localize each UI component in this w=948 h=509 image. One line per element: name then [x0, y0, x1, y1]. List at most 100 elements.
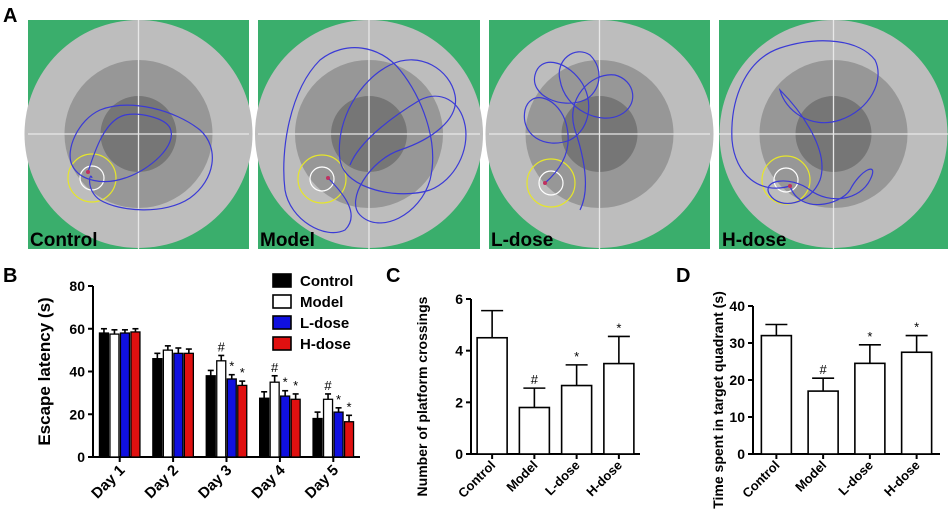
significance-mark: #: [218, 339, 226, 354]
y-tick-label: 2: [455, 394, 463, 410]
significance-mark: *: [336, 392, 341, 407]
bar-control: [152, 358, 163, 458]
y-tick-label: 80: [69, 278, 85, 294]
significance-mark: *: [867, 329, 872, 344]
significance-mark: *: [616, 320, 621, 335]
y-tick-label: 30: [729, 335, 745, 351]
bar-control: [476, 336, 508, 455]
significance-mark: *: [240, 365, 245, 380]
swim-path: [731, 40, 879, 206]
x-tick-label: Day 4: [248, 461, 289, 502]
maze-label-control: Control: [30, 230, 98, 251]
legend-swatch-l-dose: [272, 315, 292, 330]
x-tick-label: L-dose: [542, 458, 583, 499]
platform-crossings-chart: 0 2 4 6 Control # Model * L-dose * H-dose Number of…: [414, 291, 640, 501]
bar-h-dose: [183, 352, 195, 458]
legend-label-model: Model: [300, 294, 343, 311]
bar-control: [760, 334, 793, 455]
swim-path: [69, 104, 213, 211]
y-tick-label: 0: [737, 446, 745, 462]
x-tick-label: Day 1: [88, 462, 128, 502]
y-tick-label: 10: [729, 409, 745, 425]
x-tick-label: Model: [792, 458, 829, 495]
y-tick-label: 0: [77, 449, 85, 465]
bar-l-dose: [279, 395, 291, 458]
bar-l-dose: [226, 378, 237, 458]
x-tick-label: Day 2: [142, 462, 182, 502]
bar-model: [109, 333, 120, 458]
legend-label-h-dose: H-dose: [300, 336, 351, 353]
x-tick-label: Control: [455, 458, 498, 501]
x-tick-label: Model: [503, 458, 540, 495]
bar-control: [312, 417, 323, 458]
x-tick-label: L-dose: [835, 458, 876, 499]
y-tick-label: 6: [455, 291, 463, 307]
bar-l-dose: [854, 362, 886, 455]
bar-control: [205, 375, 216, 458]
panel-label-b: B: [3, 265, 17, 287]
target-zone-ring: [526, 158, 576, 208]
bar-l-dose: [560, 384, 593, 455]
y-axis-title: Escape latency (s): [35, 297, 54, 445]
start-point: [788, 184, 792, 188]
start-point: [326, 176, 330, 180]
swim-path: [283, 47, 467, 234]
maze-label-h-dose: H-dose: [722, 230, 786, 251]
maze-label-model: Model: [260, 230, 315, 251]
platform-ring: [309, 166, 335, 192]
x-tick-label: Day 3: [195, 462, 235, 502]
bar-model: [518, 406, 551, 455]
maze-image-l-dose: L-dose: [485, 20, 714, 251]
significance-mark: #: [271, 360, 279, 375]
platform-ring: [538, 170, 564, 196]
bar-control: [258, 397, 270, 458]
legend-label-control: Control: [300, 273, 353, 290]
bar-model: [269, 381, 280, 458]
maze-label-l-dose: L-dose: [491, 230, 553, 251]
bar-h-dose: [343, 421, 355, 458]
target-quadrant-time-chart: 0 10 20 30 40 Control # Model * L-dose * H-dose Time…: [710, 291, 940, 509]
panel-label-d: D: [676, 265, 690, 287]
significance-mark: #: [531, 372, 539, 387]
maze-image-control: Control: [24, 20, 253, 251]
platform-ring: [773, 167, 799, 193]
panel-label-a: A: [3, 5, 17, 27]
significance-mark: *: [347, 399, 352, 414]
y-tick-label: 60: [69, 321, 85, 337]
bar-h-dose: [237, 384, 248, 458]
bar-model: [162, 349, 174, 458]
x-tick-label: Day 5: [302, 462, 342, 502]
y-axis-title: Time spent in target quadrant (s): [710, 291, 726, 509]
legend-swatch-model: [272, 294, 292, 309]
bar-l-dose: [173, 352, 184, 458]
y-axis-title: Number of platform crossings: [414, 296, 430, 496]
y-tick-label: 40: [729, 298, 745, 314]
significance-mark: #: [324, 378, 332, 393]
bar-l-dose: [119, 332, 131, 458]
bar-h-dose: [603, 362, 635, 455]
bar-control: [98, 332, 110, 458]
start-point: [543, 181, 547, 185]
panel-label-c: C: [386, 265, 400, 287]
start-point: [86, 170, 90, 174]
bar-model: [322, 398, 334, 458]
x-tick-label: H-dose: [583, 458, 625, 500]
maze-image-model: Model: [255, 20, 483, 251]
maze-image-h-dose: H-dose: [719, 20, 948, 251]
swim-path: [523, 51, 634, 211]
x-tick-label: Control: [739, 458, 782, 501]
legend-swatch-control: [272, 273, 292, 288]
significance-mark: *: [914, 320, 919, 335]
significance-mark: *: [293, 378, 298, 393]
target-zone-ring: [67, 153, 117, 203]
legend-swatch-h-dose: [272, 336, 292, 351]
y-tick-label: 40: [69, 364, 85, 380]
bar-h-dose: [130, 331, 141, 458]
bar-h-dose: [290, 398, 301, 458]
bar-h-dose: [900, 351, 933, 455]
y-tick-label: 0: [455, 446, 463, 462]
y-tick-label: 20: [729, 372, 745, 388]
y-tick-label: 4: [455, 343, 463, 359]
